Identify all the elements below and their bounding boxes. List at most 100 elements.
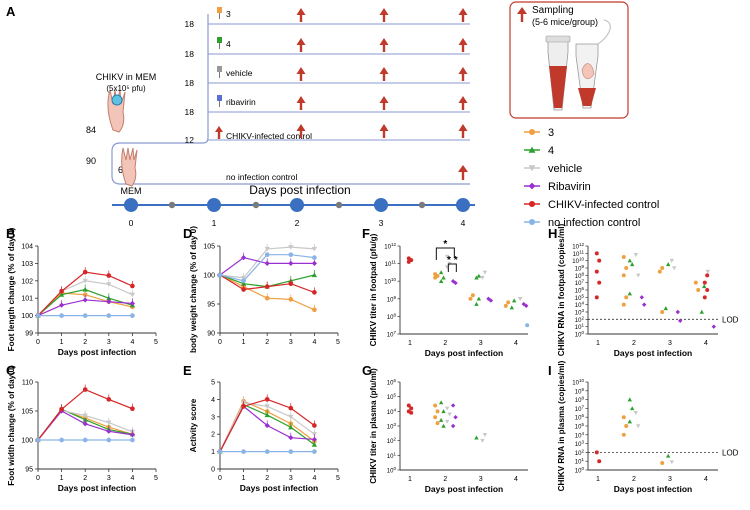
data-point [675, 309, 680, 315]
data-point [106, 397, 112, 402]
data-point [311, 246, 317, 252]
data-point [450, 423, 456, 429]
legend: 3 4 vehicle Ribavirin CHIKV-infected control… [524, 127, 659, 229]
data-point [311, 436, 317, 443]
data-point [129, 432, 135, 438]
chart-f: CHIKV titer in footpad (pfu/g) Days post … [369, 233, 530, 358]
group-count: 12 [185, 135, 195, 145]
y-tick-label: 102 [575, 448, 585, 457]
sampling-subtitle: (5-6 mice/group) [532, 17, 598, 27]
panel-label-i: I [548, 363, 552, 378]
foot-icon [121, 147, 138, 187]
data-point [518, 297, 523, 301]
y-tick-label: 108 [575, 396, 585, 405]
x-axis-label: Days post infection [425, 348, 503, 358]
data-point [264, 404, 270, 409]
chart-g: CHIKV titer in plasma (pfu/ml) Days post … [369, 368, 528, 494]
data-point [711, 324, 716, 329]
series-3 [621, 255, 701, 314]
data-point [311, 272, 317, 278]
data-point [406, 259, 411, 264]
data-point [447, 412, 452, 417]
data-point [482, 433, 488, 437]
x-axis-label: Days post infection [614, 484, 692, 494]
data-point [433, 275, 438, 280]
data-point [521, 301, 526, 307]
chikv-label: CHIKV in MEM [96, 72, 157, 82]
x-tick-label: 3 [668, 476, 672, 483]
series-vehicle [633, 253, 710, 278]
data-point [693, 280, 698, 285]
timeline-half-node [252, 201, 260, 209]
x-tick-label: 0 [218, 339, 222, 346]
data-point [476, 296, 482, 301]
data-point [705, 288, 710, 292]
data-point [82, 297, 88, 303]
data-point [474, 301, 479, 306]
blood-tube-icon [545, 35, 571, 111]
data-point [288, 405, 294, 411]
data-point [59, 437, 64, 443]
data-point [642, 302, 647, 307]
data-point [624, 295, 629, 300]
y-tick-label: 107 [387, 330, 397, 339]
uninfected-mice-count: 6 [118, 165, 123, 175]
data-point [82, 278, 88, 284]
data-point [241, 281, 247, 286]
data-point [624, 424, 629, 428]
y-tick-label: 1012 [572, 242, 584, 251]
legend-label: Ribavirin [548, 181, 591, 193]
y-tick-label: 100 [575, 466, 585, 475]
data-point [82, 313, 88, 318]
y-axis-label: CHIKV titer in footpad (pfu/g) [369, 233, 378, 346]
data-point [482, 270, 488, 275]
data-point [636, 424, 641, 429]
no-infection-label: no infection control [226, 172, 297, 182]
x-tick-label: 0 [36, 339, 40, 346]
chikv-dose: (5x10⁵ pfu) [106, 84, 146, 93]
y-tick-label: 95 [207, 302, 215, 309]
series-chikv-infected-control [406, 403, 414, 415]
y-tick-label: 100 [575, 330, 585, 339]
data-point [264, 449, 270, 454]
x-tick-label: 5 [336, 339, 340, 346]
series-vehicle [633, 411, 674, 465]
data-point [409, 406, 414, 411]
y-tick-label: 1011 [385, 260, 397, 269]
lod-label: LOD [722, 315, 739, 324]
data-point [217, 272, 223, 278]
data-point [594, 269, 599, 274]
y-tick-label: 104 [387, 407, 397, 416]
data-point [468, 296, 473, 301]
y-tick-label: 104 [575, 301, 585, 310]
group-label: 4 [226, 39, 231, 49]
legend-marker [528, 128, 536, 136]
infection-arrow-icon [215, 126, 223, 139]
group-label: 3 [226, 9, 231, 19]
y-tick-label: 104 [21, 244, 33, 251]
x-tick-label: 1 [60, 475, 64, 482]
data-point [702, 295, 707, 300]
charts: Foot length change (% of day 0) Days post… [7, 223, 739, 494]
data-point [512, 298, 517, 303]
group-row: 18 vehicle [185, 66, 470, 88]
data-point [627, 258, 632, 263]
series-vehicle [444, 254, 523, 301]
data-point [59, 302, 65, 308]
x-tick-label: 4 [130, 339, 134, 346]
legend-label: no infection control [548, 217, 640, 229]
group-count: 18 [185, 107, 195, 117]
x-tick-label: 0 [218, 475, 222, 482]
total-mice-count: 90 [86, 156, 96, 166]
x-tick-label: 2 [83, 475, 87, 482]
y-tick-label: 1010 [572, 257, 584, 266]
series-no-infection-control [525, 323, 530, 328]
data-point [311, 260, 317, 266]
y-tick-label: 109 [575, 387, 585, 396]
x-tick-label: 4 [514, 340, 518, 347]
data-point [82, 269, 88, 275]
data-point [406, 403, 411, 408]
x-tick-label: 2 [83, 339, 87, 346]
data-point [633, 253, 638, 257]
sampling-arrow [379, 8, 389, 22]
